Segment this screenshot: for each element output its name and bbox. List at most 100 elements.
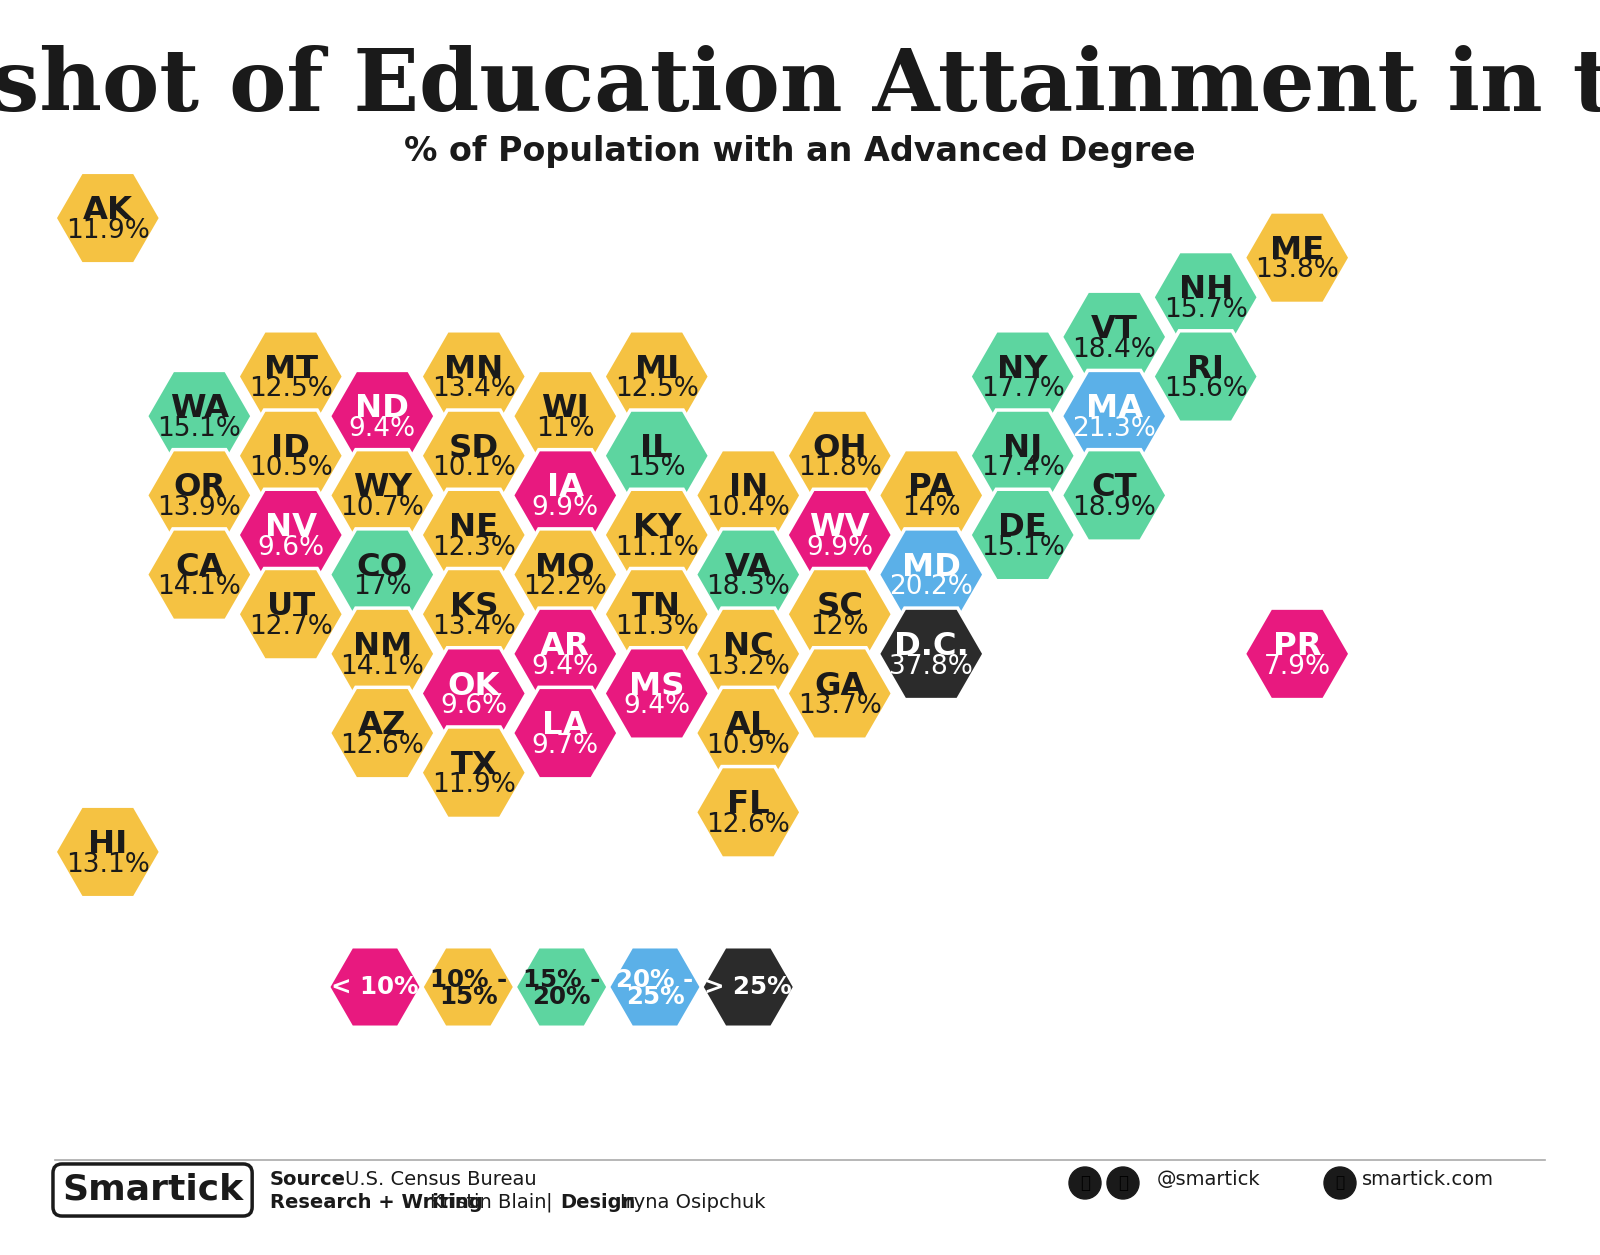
Polygon shape — [54, 806, 160, 897]
Text: 12.6%: 12.6% — [341, 733, 424, 759]
Text: NE: NE — [450, 512, 498, 543]
Polygon shape — [1061, 291, 1166, 383]
Text: SD: SD — [448, 433, 499, 464]
Text: 18.4%: 18.4% — [1072, 336, 1157, 363]
Text: Design: Design — [560, 1194, 635, 1212]
Text: 12.6%: 12.6% — [706, 812, 790, 838]
Polygon shape — [512, 609, 618, 699]
Text: D.C.: D.C. — [894, 631, 968, 661]
Text: Iryna Osipchuk: Iryna Osipchuk — [621, 1194, 765, 1212]
Text: 20% -: 20% - — [616, 968, 693, 991]
Text: WA: WA — [170, 393, 229, 424]
Polygon shape — [330, 688, 435, 779]
Text: 14.1%: 14.1% — [341, 654, 424, 679]
Text: 7.9%: 7.9% — [1264, 654, 1331, 679]
Polygon shape — [238, 569, 344, 660]
Text: PR: PR — [1274, 631, 1322, 661]
Text: NH: NH — [1179, 275, 1234, 305]
Polygon shape — [1245, 609, 1350, 699]
Polygon shape — [1061, 449, 1166, 541]
Text: NY: NY — [997, 354, 1048, 384]
Text: NM: NM — [352, 631, 411, 661]
Text: 20.2%: 20.2% — [890, 575, 973, 600]
Polygon shape — [1154, 331, 1259, 422]
Text: MI: MI — [635, 354, 678, 384]
Text: ID: ID — [272, 433, 310, 464]
Text: 9.9%: 9.9% — [806, 535, 874, 561]
Polygon shape — [421, 569, 526, 660]
Polygon shape — [238, 489, 344, 581]
Text: 25%: 25% — [626, 985, 685, 1009]
Text: Research + Writing: Research + Writing — [270, 1194, 483, 1212]
Polygon shape — [787, 648, 893, 739]
Polygon shape — [608, 946, 701, 1028]
Polygon shape — [421, 648, 526, 739]
Text: NV: NV — [264, 512, 317, 543]
Text: PA: PA — [909, 472, 954, 503]
Text: 9.4%: 9.4% — [622, 693, 690, 719]
Polygon shape — [970, 331, 1075, 422]
Text: 10.9%: 10.9% — [706, 733, 790, 759]
Text: 15%: 15% — [438, 985, 498, 1009]
Text: DE: DE — [998, 512, 1046, 543]
Text: 9.6%: 9.6% — [258, 535, 325, 561]
Text: 📷: 📷 — [1118, 1173, 1128, 1192]
Text: MD: MD — [902, 552, 960, 582]
Text: 10.4%: 10.4% — [706, 494, 790, 521]
Text: 11.9%: 11.9% — [66, 218, 150, 243]
Text: 13.7%: 13.7% — [798, 693, 882, 719]
Polygon shape — [147, 528, 253, 620]
Text: 15.7%: 15.7% — [1163, 297, 1248, 323]
Text: KS: KS — [450, 591, 498, 622]
Polygon shape — [787, 489, 893, 581]
Polygon shape — [696, 767, 802, 858]
Polygon shape — [603, 331, 709, 422]
Polygon shape — [512, 528, 618, 620]
Text: > 25%: > 25% — [704, 975, 792, 999]
Text: MT: MT — [264, 354, 318, 384]
Text: 11.1%: 11.1% — [614, 535, 699, 561]
Text: IA: IA — [547, 472, 584, 503]
Polygon shape — [696, 609, 802, 699]
Polygon shape — [147, 449, 253, 541]
Polygon shape — [330, 449, 435, 541]
Text: 10% -: 10% - — [430, 968, 507, 991]
Polygon shape — [515, 946, 608, 1028]
Text: 9.9%: 9.9% — [531, 494, 598, 521]
Text: MN: MN — [445, 354, 504, 384]
Text: 10.1%: 10.1% — [432, 456, 515, 482]
Polygon shape — [878, 449, 984, 541]
Text: TX: TX — [451, 749, 498, 781]
Polygon shape — [696, 528, 802, 620]
Text: 10.5%: 10.5% — [250, 456, 333, 482]
Text: MS: MS — [629, 670, 685, 702]
Polygon shape — [696, 449, 802, 541]
Polygon shape — [603, 569, 709, 660]
Polygon shape — [512, 449, 618, 541]
Text: 9.4%: 9.4% — [531, 654, 598, 679]
Text: 15%: 15% — [627, 456, 686, 482]
Text: AK: AK — [83, 196, 133, 226]
Polygon shape — [238, 331, 344, 422]
Text: LA: LA — [542, 710, 589, 742]
Polygon shape — [328, 946, 421, 1028]
Text: 20%: 20% — [533, 985, 590, 1009]
Text: AR: AR — [541, 631, 590, 661]
Polygon shape — [330, 528, 435, 620]
Text: 18.3%: 18.3% — [706, 575, 790, 600]
Polygon shape — [421, 331, 526, 422]
Text: IN: IN — [728, 472, 768, 503]
Text: CT: CT — [1091, 472, 1138, 503]
Text: 12.7%: 12.7% — [250, 614, 333, 640]
Text: |: | — [546, 1194, 552, 1212]
Text: NJ: NJ — [1003, 433, 1042, 464]
Text: 12%: 12% — [811, 614, 869, 640]
Text: ND: ND — [355, 393, 410, 424]
Text: smartick.com: smartick.com — [1362, 1170, 1494, 1188]
Polygon shape — [330, 609, 435, 699]
Text: Kristin Blain: Kristin Blain — [430, 1194, 547, 1212]
Polygon shape — [603, 489, 709, 581]
Polygon shape — [603, 648, 709, 739]
Text: 11.9%: 11.9% — [432, 772, 515, 798]
Polygon shape — [970, 489, 1075, 581]
